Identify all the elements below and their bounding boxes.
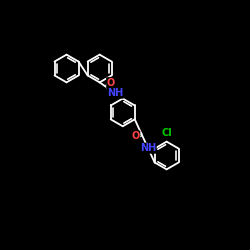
Text: Cl: Cl [161, 128, 172, 138]
Text: O: O [107, 78, 115, 88]
Text: NH: NH [140, 143, 156, 153]
Text: O: O [132, 131, 140, 141]
Text: NH: NH [107, 88, 123, 98]
